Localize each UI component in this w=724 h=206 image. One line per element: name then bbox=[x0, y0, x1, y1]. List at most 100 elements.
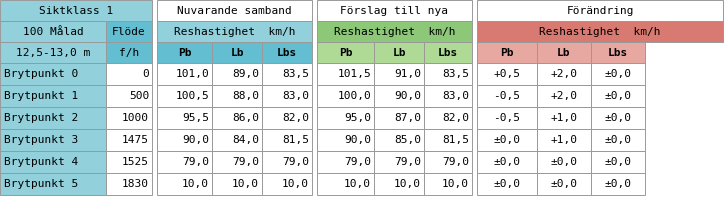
Text: Pb: Pb bbox=[500, 48, 514, 57]
Text: +2,0: +2,0 bbox=[550, 91, 578, 101]
Text: Lb: Lb bbox=[392, 48, 405, 57]
Bar bbox=[157, 21, 312, 42]
Text: 10,0: 10,0 bbox=[182, 179, 209, 189]
Bar bbox=[0, 173, 106, 195]
Text: ±0,0: ±0,0 bbox=[550, 179, 578, 189]
Text: +1,0: +1,0 bbox=[550, 113, 578, 123]
Text: 81,5: 81,5 bbox=[282, 135, 309, 145]
Bar bbox=[0, 85, 106, 107]
Bar bbox=[212, 42, 262, 63]
Text: Brytpunkt 1: Brytpunkt 1 bbox=[4, 91, 78, 101]
Bar bbox=[0, 42, 106, 63]
Bar bbox=[374, 85, 424, 107]
Text: 90,0: 90,0 bbox=[182, 135, 209, 145]
Bar bbox=[591, 129, 645, 151]
Bar bbox=[0, 129, 106, 151]
Bar bbox=[591, 42, 645, 63]
Text: Lbs: Lbs bbox=[608, 48, 628, 57]
Bar bbox=[212, 63, 262, 85]
Text: 95,0: 95,0 bbox=[344, 113, 371, 123]
Bar bbox=[157, 63, 212, 85]
Bar bbox=[537, 85, 591, 107]
Text: 100,0: 100,0 bbox=[337, 91, 371, 101]
Bar bbox=[157, 107, 212, 129]
Text: 1475: 1475 bbox=[122, 135, 149, 145]
Bar bbox=[106, 107, 152, 129]
Bar bbox=[591, 63, 645, 85]
Text: Lbs: Lbs bbox=[277, 48, 297, 57]
Bar bbox=[212, 173, 262, 195]
Bar bbox=[0, 63, 106, 85]
Text: Nuvarande samband: Nuvarande samband bbox=[177, 6, 292, 15]
Text: 83,0: 83,0 bbox=[442, 91, 469, 101]
Text: 83,5: 83,5 bbox=[282, 69, 309, 79]
Text: 500: 500 bbox=[129, 91, 149, 101]
Text: 85,0: 85,0 bbox=[394, 135, 421, 145]
Bar bbox=[106, 173, 152, 195]
Bar bbox=[477, 85, 537, 107]
Bar bbox=[591, 173, 645, 195]
Text: Brytpunkt 5: Brytpunkt 5 bbox=[4, 179, 78, 189]
Text: Förändring: Förändring bbox=[566, 6, 634, 15]
Bar bbox=[317, 21, 472, 42]
Bar bbox=[0, 107, 106, 129]
Text: 101,0: 101,0 bbox=[175, 69, 209, 79]
Bar bbox=[157, 151, 212, 173]
Bar bbox=[317, 63, 374, 85]
Text: ±0,0: ±0,0 bbox=[605, 69, 631, 79]
Text: 0: 0 bbox=[142, 69, 149, 79]
Text: 101,5: 101,5 bbox=[337, 69, 371, 79]
Bar bbox=[0, 21, 106, 42]
Bar bbox=[106, 129, 152, 151]
Text: +1,0: +1,0 bbox=[550, 135, 578, 145]
Bar bbox=[477, 21, 723, 42]
Text: 89,0: 89,0 bbox=[232, 69, 259, 79]
Text: ±0,0: ±0,0 bbox=[605, 113, 631, 123]
Text: -0,5: -0,5 bbox=[494, 91, 521, 101]
Text: Lbs: Lbs bbox=[438, 48, 458, 57]
Bar bbox=[424, 151, 472, 173]
Text: ±0,0: ±0,0 bbox=[494, 179, 521, 189]
Bar bbox=[477, 151, 537, 173]
Bar bbox=[537, 173, 591, 195]
Text: ±0,0: ±0,0 bbox=[605, 135, 631, 145]
Bar bbox=[537, 42, 591, 63]
Bar bbox=[212, 129, 262, 151]
Bar bbox=[106, 42, 152, 63]
Text: 82,0: 82,0 bbox=[442, 113, 469, 123]
Text: ±0,0: ±0,0 bbox=[605, 91, 631, 101]
Text: 10,0: 10,0 bbox=[282, 179, 309, 189]
Text: 79,0: 79,0 bbox=[232, 157, 259, 167]
Text: 79,0: 79,0 bbox=[344, 157, 371, 167]
Bar bbox=[0, 151, 106, 173]
Bar bbox=[591, 107, 645, 129]
Text: 84,0: 84,0 bbox=[232, 135, 259, 145]
Text: f/h: f/h bbox=[119, 48, 139, 57]
Bar bbox=[477, 129, 537, 151]
Bar bbox=[157, 129, 212, 151]
Text: Brytpunkt 4: Brytpunkt 4 bbox=[4, 157, 78, 167]
Bar bbox=[262, 63, 312, 85]
Bar bbox=[537, 151, 591, 173]
Bar bbox=[157, 173, 212, 195]
Text: 12,5-13,0 m: 12,5-13,0 m bbox=[16, 48, 90, 57]
Bar bbox=[537, 129, 591, 151]
Text: Reshastighet  km/h: Reshastighet km/h bbox=[334, 27, 455, 36]
Text: 90,0: 90,0 bbox=[344, 135, 371, 145]
Bar bbox=[537, 63, 591, 85]
Text: Flöde: Flöde bbox=[112, 27, 146, 36]
Text: 82,0: 82,0 bbox=[282, 113, 309, 123]
Bar bbox=[591, 85, 645, 107]
Text: ±0,0: ±0,0 bbox=[550, 157, 578, 167]
Text: Siktklass 1: Siktklass 1 bbox=[39, 6, 113, 15]
Text: 79,0: 79,0 bbox=[282, 157, 309, 167]
Text: Brytpunkt 3: Brytpunkt 3 bbox=[4, 135, 78, 145]
Text: Förslag till nya: Förslag till nya bbox=[340, 6, 448, 15]
Bar bbox=[477, 107, 537, 129]
Text: Lb: Lb bbox=[230, 48, 244, 57]
Text: 88,0: 88,0 bbox=[232, 91, 259, 101]
Text: 100,5: 100,5 bbox=[175, 91, 209, 101]
Bar bbox=[374, 151, 424, 173]
Bar bbox=[424, 173, 472, 195]
Text: 1830: 1830 bbox=[122, 179, 149, 189]
